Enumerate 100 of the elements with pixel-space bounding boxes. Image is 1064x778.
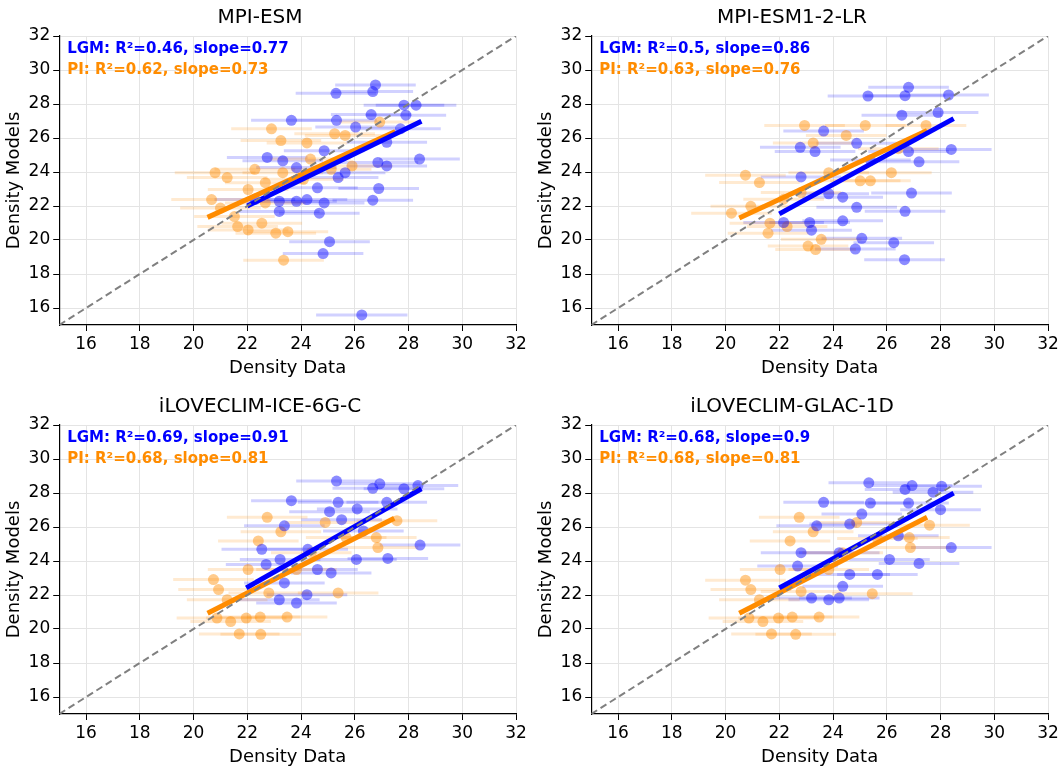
point [903,532,915,544]
point [313,207,325,219]
point [899,90,911,102]
point [311,564,323,575]
point [864,175,876,187]
point [255,628,267,640]
x-tick-label: 22 [236,332,259,353]
point [899,254,911,266]
point [273,594,285,606]
point [213,584,225,596]
y-tick-label: 30 [560,58,583,79]
point [277,155,289,167]
point [863,477,875,489]
x-tick-label: 26 [875,721,898,742]
point [795,585,807,597]
point [790,628,802,640]
point [339,129,351,141]
annotation: LGM: R²=0.68, slope=0.9 [599,428,811,447]
point [913,156,925,168]
point [924,519,936,531]
annotation: PI: R²=0.63, slope=0.76 [599,60,801,79]
x-tick-label: 24 [822,721,844,742]
point [273,195,285,207]
x-tick-label: 26 [343,721,366,742]
point [282,226,294,238]
point [809,146,821,158]
point [837,215,849,227]
point [414,539,426,551]
annotation: PI: R²=0.68, slope=0.81 [599,449,801,468]
x-tick-label: 32 [505,721,527,742]
point [372,156,384,168]
point [815,233,827,245]
point [753,177,765,189]
point [840,129,852,141]
point [318,145,330,157]
point [332,587,344,599]
x-tick-label: 30 [451,332,474,353]
y-tick-label: 26 [560,515,583,536]
point [301,194,313,206]
y-tick-label: 32 [560,24,583,45]
point [792,560,804,572]
point [367,482,379,494]
y-tick-label: 26 [28,126,51,147]
point [859,119,871,131]
point [278,254,290,266]
x-tick-label: 28 [929,721,952,742]
point [806,224,818,236]
x-tick-label: 18 [661,721,683,742]
point [833,592,845,604]
point [260,558,272,570]
y-tick-label: 22 [560,194,583,215]
point [329,128,341,140]
point [936,480,948,492]
y-axis-title: Density Models [2,111,24,250]
point [784,535,796,547]
point [290,195,302,207]
point [290,162,302,174]
point [221,172,233,184]
point [242,184,254,196]
point [945,542,957,554]
point [837,580,849,592]
point [285,114,297,126]
point [837,191,849,203]
point [945,143,957,155]
point [739,169,751,181]
point [232,221,244,233]
point [888,237,900,249]
point [913,557,925,569]
y-tick-label: 22 [560,583,583,604]
y-tick-label: 30 [28,447,51,468]
point [866,588,878,600]
point [263,587,275,599]
point [811,520,823,532]
point [823,594,835,606]
point [725,207,737,219]
x-tick-label: 24 [290,332,312,353]
y-tick-label: 18 [28,651,51,672]
point [806,592,818,604]
point [350,121,362,133]
x-tick-label: 20 [182,332,205,353]
point [745,584,757,596]
point [851,137,863,149]
x-tick-label: 28 [929,332,952,353]
point [249,163,261,175]
y-tick-label: 26 [560,126,583,147]
point [795,547,807,559]
y-tick-label: 18 [28,262,51,283]
point [818,496,830,508]
chart-title: iLOVECLIM-GLAC-1D [690,393,894,418]
point [854,175,866,187]
point [849,243,861,255]
x-tick-label: 32 [1037,721,1059,742]
annotation: LGM: R²=0.69, slope=0.91 [67,428,289,447]
point [304,153,316,165]
y-tick-label: 20 [560,228,583,249]
annotation: LGM: R²=0.5, slope=0.86 [599,39,811,58]
point [319,516,331,528]
point [290,597,302,609]
y-tick-label: 30 [560,447,583,468]
y-tick-label: 20 [28,617,51,638]
